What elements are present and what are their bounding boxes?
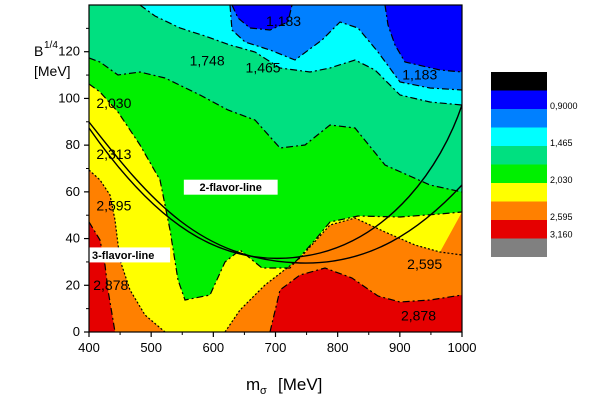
contour-line-1183-top <box>231 5 293 31</box>
x-axis: 400 500 600 700 800 900 1000 <box>78 332 476 355</box>
y-axis-title-sup: 1/4 <box>44 40 58 51</box>
contour-label: 1,183 <box>266 13 301 29</box>
legend-swatch <box>491 164 547 183</box>
x-axis-title-unit: [MeV] <box>278 375 322 394</box>
contour-lines <box>89 5 462 332</box>
three-flavor-line <box>89 104 462 260</box>
y-tick-label: 100 <box>58 90 80 105</box>
legend-swatch <box>491 220 547 239</box>
annotation-box <box>183 179 278 195</box>
y-tick-label: 120 <box>58 44 80 59</box>
contour-label: 1,183 <box>402 67 437 83</box>
legend-label: 3,160 <box>550 230 573 240</box>
region-red-right <box>270 268 462 332</box>
y-tick-label: 40 <box>66 231 80 246</box>
contour-label: 2,030 <box>96 95 131 111</box>
flavor-lines <box>89 104 462 264</box>
legend-swatch <box>491 183 547 202</box>
annotation-box <box>89 247 171 263</box>
legend-label: 0,9000 <box>550 101 578 111</box>
region-blue-top <box>232 5 292 30</box>
legend-label: 2,595 <box>550 212 573 222</box>
contour-label: 2,313 <box>96 146 131 162</box>
x-tick-label: 1000 <box>448 340 477 355</box>
x-tick-label: 900 <box>389 340 411 355</box>
x-axis-title-sub: σ <box>260 385 267 396</box>
y-tick-label: 60 <box>66 184 80 199</box>
annotation-label: 3-flavor-line <box>92 250 154 262</box>
y-axis-title-main: B <box>34 43 43 59</box>
contour-line-1183-right <box>384 5 462 73</box>
contour-label: 2,595 <box>96 198 131 214</box>
legend-label: 2,030 <box>550 175 573 185</box>
legend-swatch <box>491 238 547 257</box>
contour-label: 1,465 <box>246 60 281 76</box>
x-axis-title: m σ [MeV] <box>246 375 322 396</box>
legend-swatch <box>491 109 547 128</box>
contour-label: 1,748 <box>190 53 225 69</box>
y-axis-title: B 1/4 [MeV] <box>34 40 71 79</box>
legend-swatch <box>491 146 547 165</box>
contour-label: 2,595 <box>407 256 442 272</box>
contour-line-2878-left <box>89 221 116 332</box>
two-flavor-line <box>89 121 462 264</box>
y-tick-label: 80 <box>66 137 80 152</box>
contour-line-2313 <box>89 83 462 301</box>
contour-line-2595-left <box>89 169 166 332</box>
legend-swatch <box>491 90 547 109</box>
x-tick-label: 600 <box>202 340 224 355</box>
x-tick-label: 700 <box>265 340 287 355</box>
x-tick-label: 400 <box>78 340 100 355</box>
x-tick-label: 500 <box>140 340 162 355</box>
y-tick-label: 0 <box>73 324 80 339</box>
y-axis: 0 20 40 60 80 100 120 <box>58 27 89 339</box>
color-legend: 0,9000 1,465 2,030 2,595 3,160 <box>491 72 578 257</box>
legend-label: 1,465 <box>550 138 573 148</box>
contour-line-2878-right <box>269 267 462 332</box>
x-axis-title-main: m <box>246 375 260 394</box>
plot-area: 1,183 1,748 1,465 1,183 2,030 2,313 2,595 2,595… <box>89 5 462 332</box>
contour-line-2595-right <box>224 217 462 332</box>
contour-label: 2,878 <box>93 277 128 293</box>
contour-label: 2,878 <box>401 307 436 323</box>
y-tick-label: 20 <box>66 277 80 292</box>
legend-swatch <box>491 201 547 220</box>
annotations: 2-flavor-line 3-flavor-line <box>89 179 278 263</box>
region-blue-corner <box>385 5 462 72</box>
contour-line-2030 <box>89 57 462 193</box>
legend-swatch <box>491 127 547 146</box>
annotation-label: 2-flavor-line <box>200 182 262 194</box>
legend-swatch <box>491 72 547 91</box>
contour-line-1748 <box>139 5 462 106</box>
y-axis-title-unit: [MeV] <box>34 63 71 79</box>
contour-labels: 1,183 1,748 1,465 1,183 2,030 2,313 2,595 2,595… <box>93 13 442 323</box>
x-tick-label: 800 <box>327 340 349 355</box>
